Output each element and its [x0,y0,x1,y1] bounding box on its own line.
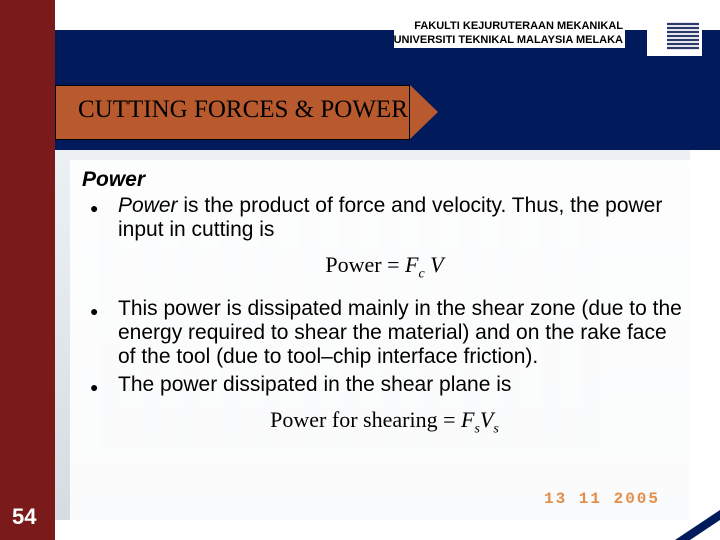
bullet-item: ● The power dissipated in the shear plan… [82,373,687,397]
title-arrow-icon [410,85,438,139]
slide-title: CUTTING FORCES & POWER [78,96,408,124]
date-stamp: 13 11 2005 [544,490,660,508]
formula-sub: c [418,267,424,282]
bullet-item: ● This power is dissipated mainly in the… [82,297,687,369]
bullet-icon: ● [82,297,118,319]
institution-header: FAKULTI KEJURUTERAAN MEKANIKAL UNIVERSIT… [394,20,625,48]
content-body: Power ● Power is the product of force an… [82,168,687,452]
italic-term: Power [118,194,178,217]
section-heading: Power [82,168,687,192]
formula-sub: s [493,422,498,437]
faculty-line: FAKULTI KEJURUTERAAN MEKANIKAL [394,20,623,34]
bullet-icon: ● [82,194,118,216]
left-sidebar [0,0,55,540]
equals-sign: = [387,252,399,277]
bullet-text: Power is the product of force and veloci… [118,194,687,242]
formula-var: F [405,252,418,277]
university-logo [647,16,702,56]
formula-var: V [480,407,493,432]
formula-var: V [430,252,443,277]
formula-lhs: Power for shearing [270,407,437,432]
formula-lhs: Power [325,252,381,277]
slide: FAKULTI KEJURUTERAAN MEKANIKAL UNIVERSIT… [0,0,720,540]
formula-var: F [461,407,474,432]
university-line: UNIVERSITI TEKNIKAL MALAYSIA MELAKA [394,34,623,48]
formula-shearing: Power for shearing = FsVs [82,407,687,437]
bullet-text: This power is dissipated mainly in the s… [118,297,687,369]
bullet-icon: ● [82,373,118,395]
slide-number: 54 [12,504,36,530]
bullet-text: The power dissipated in the shear plane … [118,373,687,397]
bullet-item: ● Power is the product of force and velo… [82,194,687,242]
formula-power: Power = Fc V [82,252,687,282]
corner-flag-inner-icon [690,520,720,540]
bullet-rest: is the product of force and velocity. Th… [118,194,662,241]
equals-sign: = [443,407,455,432]
